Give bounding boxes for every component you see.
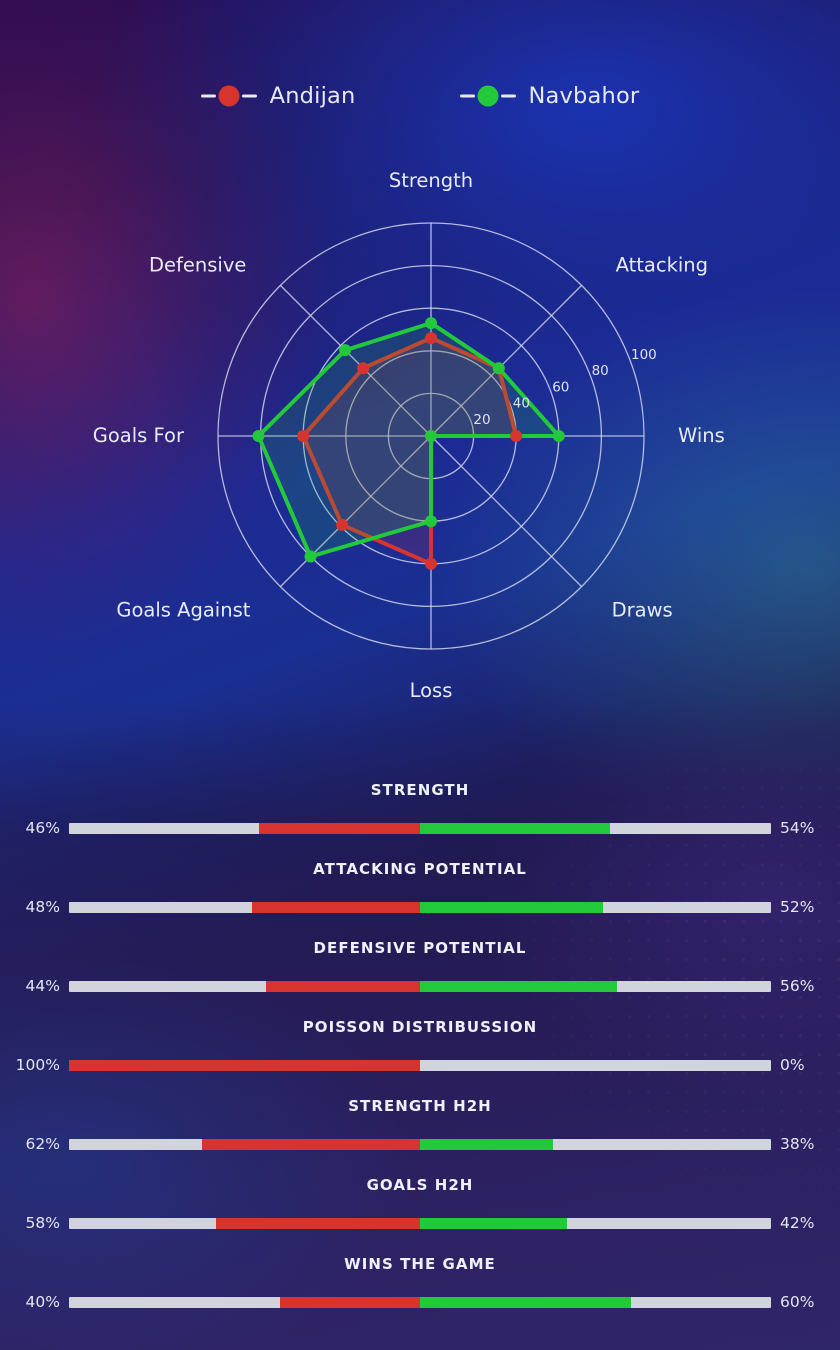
bar-fill-andijan xyxy=(69,1059,420,1071)
comparison-bar-block: GOALS H2H 58% 42% xyxy=(0,1170,840,1249)
svg-text:40: 40 xyxy=(513,396,530,412)
bar-fill-andijan xyxy=(216,1217,420,1229)
radar-axis-label: Attacking xyxy=(616,253,708,276)
comparison-bar-title: GOALS H2H xyxy=(366,1176,474,1194)
bar-fill-navbahor xyxy=(420,1138,554,1150)
bar-left-value: 100% xyxy=(15,1056,60,1074)
svg-text:20: 20 xyxy=(473,412,490,428)
bar-fill-navbahor xyxy=(420,901,603,913)
bar-left-value: 62% xyxy=(25,1135,60,1153)
comparison-bar-title: STRENGTH H2H xyxy=(348,1097,492,1115)
radar-axis-label: Wins xyxy=(678,424,725,447)
bar-track[interactable] xyxy=(69,901,771,913)
radar-axis-labels: Strength Attacking Wins Draws Loss Goals Agai… xyxy=(93,169,725,702)
comparison-bar-row: 40% 60% xyxy=(0,1291,840,1313)
radar-chart: 20 40 60 80 100 Strength Attacking Wins Draws Lo… xyxy=(0,140,840,740)
bar-fill-andijan xyxy=(251,901,420,913)
bar-track[interactable] xyxy=(69,822,771,834)
comparison-bar-row: 48% 52% xyxy=(0,896,840,918)
radar-axis-label: Draws xyxy=(612,599,673,622)
comparison-bar-title: DEFENSIVE POTENTIAL xyxy=(313,939,527,957)
radar-axis-label: Strength xyxy=(389,169,473,192)
legend-label-navbahor: Navbahor xyxy=(528,83,640,109)
comparison-bar-title: STRENGTH xyxy=(370,781,470,799)
bar-left-value: 48% xyxy=(25,898,60,916)
circle-marker-red-icon xyxy=(200,85,257,107)
radar-series-group xyxy=(252,317,565,570)
circle-marker-green-icon xyxy=(459,85,516,107)
bar-left-value: 40% xyxy=(25,1293,60,1311)
comparison-bar-row: 46% 54% xyxy=(0,817,840,839)
bar-right-value: 54% xyxy=(780,819,815,837)
bar-left-value: 44% xyxy=(25,977,60,995)
bar-fill-navbahor xyxy=(420,1217,568,1229)
comparison-bar-row: 58% 42% xyxy=(0,1212,840,1234)
comparison-bars: STRENGTH 46% 54% ATTACKING POTENTIAL 48% 52% D… xyxy=(0,775,840,1328)
svg-text:80: 80 xyxy=(592,363,609,379)
bar-right-value: 42% xyxy=(780,1214,815,1232)
bar-right-value: 60% xyxy=(780,1293,815,1311)
bar-left-value: 58% xyxy=(25,1214,60,1232)
legend-item-navbahor[interactable]: Navbahor xyxy=(459,83,640,109)
comparison-bar-title: POISSON DISTRIBUSSION xyxy=(302,1018,538,1036)
bar-fill-navbahor xyxy=(420,822,610,834)
bar-track[interactable] xyxy=(69,1296,771,1308)
radar-tick-labels: 20 40 60 80 100 xyxy=(473,347,656,428)
radar-axis-label: Defensive xyxy=(149,253,246,276)
chart-legend: Andijan Navbahor xyxy=(0,83,840,109)
comparison-bar-block: POISSON DISTRIBUSSION 100% 0% xyxy=(0,1012,840,1091)
background-lower-panel xyxy=(0,700,840,1350)
radar-axis-label: Loss xyxy=(410,679,453,702)
bar-fill-andijan xyxy=(258,822,420,834)
comparison-bar-title: WINS THE GAME xyxy=(344,1255,496,1273)
bar-right-value: 52% xyxy=(780,898,815,916)
radar-chart-svg: 20 40 60 80 100 Strength Attacking Wins Draws Lo… xyxy=(93,169,725,702)
radar-axis-label: Goals For xyxy=(93,424,185,447)
comparison-bar-title: ATTACKING POTENTIAL xyxy=(313,860,527,878)
bar-track[interactable] xyxy=(69,1217,771,1229)
comparison-bar-block: ATTACKING POTENTIAL 48% 52% xyxy=(0,854,840,933)
bar-right-value: 38% xyxy=(780,1135,815,1153)
bar-fill-andijan xyxy=(279,1296,420,1308)
bar-track[interactable] xyxy=(69,1059,771,1071)
bar-left-value: 46% xyxy=(25,819,60,837)
comparison-bar-row: 62% 38% xyxy=(0,1133,840,1155)
bar-fill-navbahor xyxy=(420,980,617,992)
bar-right-value: 56% xyxy=(780,977,815,995)
radar-axis-label: Goals Against xyxy=(116,599,250,622)
comparison-bar-block: WINS THE GAME 40% 60% xyxy=(0,1249,840,1328)
bar-fill-andijan xyxy=(265,980,420,992)
bar-fill-andijan xyxy=(202,1138,420,1150)
comparison-bar-block: STRENGTH H2H 62% 38% xyxy=(0,1091,840,1170)
comparison-bar-block: DEFENSIVE POTENTIAL 44% 56% xyxy=(0,933,840,1012)
comparison-bar-row: 44% 56% xyxy=(0,975,840,997)
svg-text:100: 100 xyxy=(631,347,657,363)
bar-track[interactable] xyxy=(69,1138,771,1150)
bar-fill-navbahor xyxy=(420,1296,631,1308)
background-dot-pattern xyxy=(430,760,840,1350)
comparison-bar-row: 100% 0% xyxy=(0,1054,840,1076)
comparison-bar-block: STRENGTH 46% 54% xyxy=(0,775,840,854)
legend-label-andijan: Andijan xyxy=(269,83,356,109)
bar-track[interactable] xyxy=(69,980,771,992)
svg-text:60: 60 xyxy=(552,379,569,395)
legend-item-andijan[interactable]: Andijan xyxy=(200,83,356,109)
bar-right-value: 0% xyxy=(780,1056,805,1074)
